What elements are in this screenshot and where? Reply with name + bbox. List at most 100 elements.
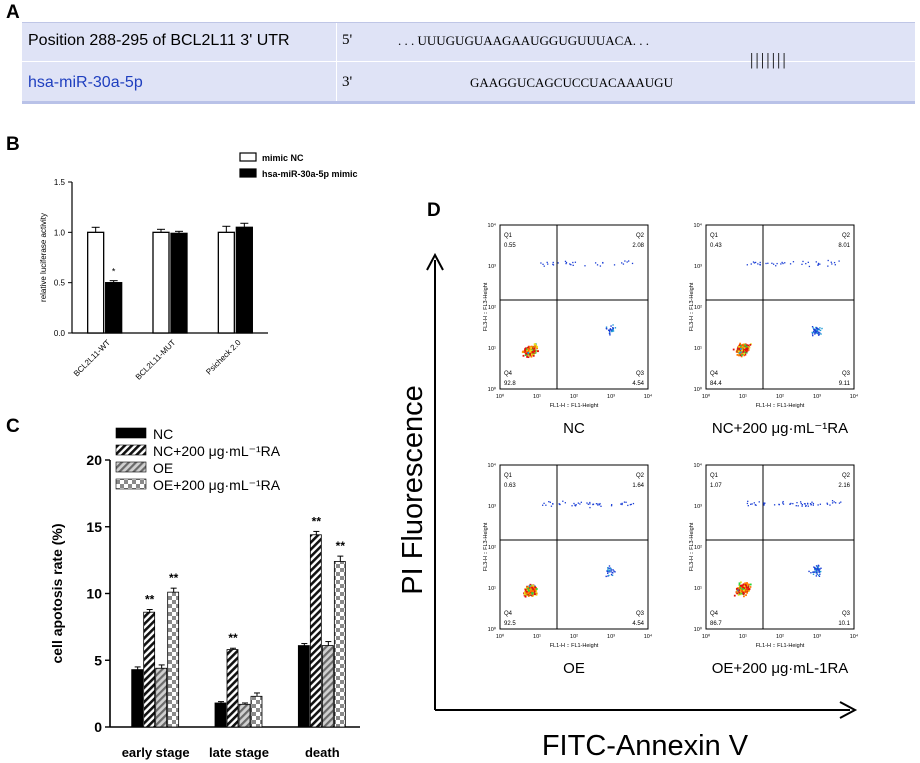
event-dot xyxy=(738,345,741,348)
y-tick-label: 10⁴ xyxy=(488,462,497,469)
event-dot xyxy=(754,504,756,506)
event-dot xyxy=(738,582,741,585)
event-dot xyxy=(562,500,564,502)
x-tick-label: death xyxy=(305,745,340,760)
event-dot xyxy=(744,585,747,588)
y-tick-label: 1.5 xyxy=(54,178,66,187)
event-dot xyxy=(587,503,589,505)
event-dot xyxy=(528,586,531,588)
event-dot xyxy=(815,575,818,577)
event-dot xyxy=(815,330,818,333)
event-dot xyxy=(535,344,538,347)
event-dot xyxy=(804,505,807,507)
event-dot xyxy=(827,265,829,267)
event-dot xyxy=(534,586,537,589)
event-dot xyxy=(613,264,616,266)
event-dot xyxy=(819,332,821,334)
q1-value: 0.43 xyxy=(710,243,722,249)
event-dot xyxy=(801,263,803,266)
event-dot xyxy=(810,504,812,506)
event-dot xyxy=(545,504,547,506)
event-dot xyxy=(543,502,545,504)
event-dot xyxy=(758,501,760,503)
event-dot xyxy=(535,591,538,594)
event-dot xyxy=(815,565,818,567)
event-dot xyxy=(815,327,818,330)
event-dot xyxy=(614,571,616,573)
significance-marker: * xyxy=(112,267,116,277)
event-dot xyxy=(780,263,782,265)
event-dot xyxy=(818,570,821,572)
event-dot xyxy=(623,501,626,503)
event-dot xyxy=(782,500,784,503)
event-dot xyxy=(613,570,615,572)
event-dot xyxy=(612,327,615,329)
event-dot xyxy=(737,589,740,592)
event-dot xyxy=(740,350,743,353)
event-dot xyxy=(598,504,601,506)
event-dot xyxy=(826,502,828,504)
event-dot xyxy=(833,261,836,264)
event-dot xyxy=(552,503,554,505)
event-dot xyxy=(814,332,817,334)
event-dot xyxy=(827,259,829,262)
legend-label: mimic NC xyxy=(262,153,304,163)
x-tick-label: BCL2L11-MUT xyxy=(134,338,178,382)
event-dot xyxy=(586,502,588,504)
event-dot xyxy=(525,594,527,596)
event-dot xyxy=(609,328,612,330)
event-dot xyxy=(528,350,531,353)
y-tick-label: 10¹ xyxy=(694,586,702,592)
event-dot xyxy=(748,589,750,592)
event-dot xyxy=(607,329,610,331)
x-tick-label: 10⁴ xyxy=(850,393,859,400)
event-dot xyxy=(750,263,752,265)
event-dot xyxy=(744,353,747,356)
event-dot xyxy=(743,348,746,351)
bar-gray xyxy=(321,645,334,728)
event-dot xyxy=(528,593,531,596)
event-dot xyxy=(739,587,742,589)
event-dot xyxy=(812,573,815,575)
event-dot xyxy=(813,330,815,333)
event-dot xyxy=(608,570,610,572)
y-tick-label: 5 xyxy=(94,652,102,668)
event-dot xyxy=(740,349,742,352)
event-dot xyxy=(607,571,609,573)
event-dot xyxy=(530,594,533,597)
event-dot xyxy=(813,329,816,332)
q2-value: 2.16 xyxy=(838,483,850,489)
event-dot xyxy=(524,593,526,596)
x-tick-label: 10³ xyxy=(607,394,615,400)
legend-swatch xyxy=(239,168,257,178)
event-dot xyxy=(611,330,613,332)
event-dot xyxy=(749,343,752,346)
event-dot xyxy=(750,503,752,505)
q2-label: Q2 xyxy=(636,473,645,479)
event-dot xyxy=(534,351,537,354)
q3-label: Q3 xyxy=(636,611,645,617)
event-dot xyxy=(797,505,799,507)
q4-value: 92.5 xyxy=(504,621,516,627)
x-tick-label: 10² xyxy=(570,394,578,400)
event-dot xyxy=(610,573,613,576)
event-dot xyxy=(820,333,822,335)
event-dot xyxy=(742,593,745,595)
event-dot xyxy=(527,354,530,357)
bar-check xyxy=(333,561,346,728)
event-dot xyxy=(535,592,538,595)
event-dot xyxy=(747,583,750,586)
event-dot xyxy=(817,504,819,506)
y-tick-label: 10² xyxy=(488,305,496,311)
event-dot xyxy=(527,586,529,589)
event-dot xyxy=(610,570,613,572)
event-dot xyxy=(819,327,821,329)
event-dot xyxy=(816,332,819,334)
event-dot xyxy=(812,571,814,573)
event-dot xyxy=(550,505,553,507)
event-dot xyxy=(611,504,613,506)
event-dot xyxy=(753,502,755,504)
q3-value: 4.54 xyxy=(632,381,644,387)
event-dot xyxy=(574,504,576,506)
